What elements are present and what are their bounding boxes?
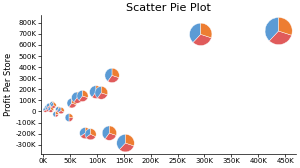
Title: Scatter Pie Plot: Scatter Pie Plot: [126, 3, 211, 13]
Y-axis label: Profit Per Store: Profit Per Store: [4, 53, 13, 116]
